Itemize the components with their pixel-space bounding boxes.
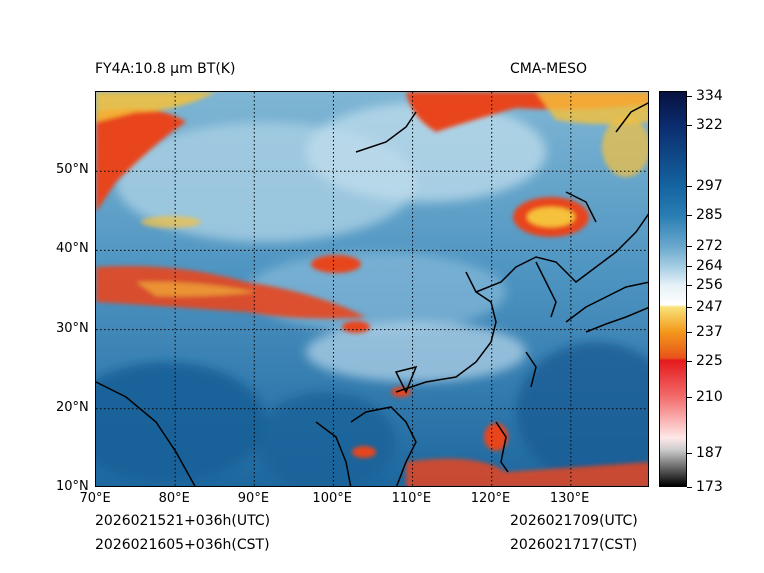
lat-lon-grid — [96, 92, 648, 486]
colorbar-tick-label: 285 — [696, 206, 723, 223]
footer-run-cst: 2026021605+036h(CST) — [95, 537, 270, 553]
lon-tick-label: 110°E — [391, 491, 432, 506]
lon-tick-label: 100°E — [312, 491, 352, 506]
lat-tick-label: 10°N — [56, 479, 89, 494]
satellite-map — [95, 91, 649, 487]
colorbar-tick-mark — [687, 214, 692, 216]
coastlines — [96, 102, 648, 486]
lon-tick-label: 120°E — [470, 491, 511, 506]
lon-tick-label: 70°E — [79, 491, 111, 506]
colorbar-tick-label: 334 — [696, 87, 723, 104]
colorbar-tick-mark — [687, 246, 692, 248]
colorbar-tick-mark — [687, 452, 692, 454]
chart-title-right: CMA-MESO — [510, 61, 588, 77]
map-canvas — [96, 92, 648, 486]
lat-tick-label: 50°N — [56, 162, 89, 178]
lon-tick-label: 130°E — [549, 491, 590, 506]
colorbar-tick-label: 256 — [696, 277, 723, 294]
colorbar-tick-mark — [687, 285, 692, 287]
chart-title-left: FY4A:10.8 µm BT(K) — [95, 61, 236, 77]
colorbar-tick-label: 297 — [696, 177, 723, 194]
colorbar-tick-mark — [687, 487, 692, 488]
colorbar-tick-label: 264 — [696, 257, 723, 274]
colorbar-tick-mark — [687, 360, 692, 362]
lat-tick-label: 30°N — [56, 320, 89, 336]
colorbar-tick-label: 322 — [696, 117, 723, 133]
colorbar-tick-mark — [687, 95, 692, 97]
colorbar-tick-label: 225 — [696, 352, 723, 369]
colorbar-tick-mark — [687, 307, 692, 309]
footer-valid-cst: 2026021717(CST) — [510, 537, 638, 553]
colorbar-tick-label: 210 — [696, 389, 723, 406]
colorbar-tick-mark — [687, 265, 692, 267]
colorbar-tick-mark — [687, 185, 692, 187]
colorbar-tick-label: 272 — [696, 238, 723, 255]
footer-run-utc: 2026021521+036h(UTC) — [95, 513, 271, 529]
light-cloud-layer — [116, 102, 546, 382]
lon-tick-label: 90°E — [237, 491, 270, 506]
colorbar-tick-mark — [687, 397, 692, 399]
footer-valid-utc: 2026021709(UTC) — [510, 513, 638, 529]
lon-tick-label: 80°E — [158, 491, 190, 506]
dark-sea-layer — [96, 342, 648, 486]
cold-cloud-tops — [96, 92, 648, 486]
lat-tick-label: 20°N — [56, 399, 89, 415]
colorbar-tick-label: 237 — [696, 323, 723, 340]
colorbar-tick-label: 187 — [696, 444, 723, 461]
colorbar-tick-label: 173 — [696, 479, 723, 495]
colorbar-tick-mark — [687, 331, 692, 333]
colorbar-tick-label: 247 — [696, 299, 723, 316]
colorbar-tick-mark — [687, 125, 692, 126]
colorbar — [659, 91, 687, 487]
lat-tick-label: 40°N — [56, 241, 89, 257]
